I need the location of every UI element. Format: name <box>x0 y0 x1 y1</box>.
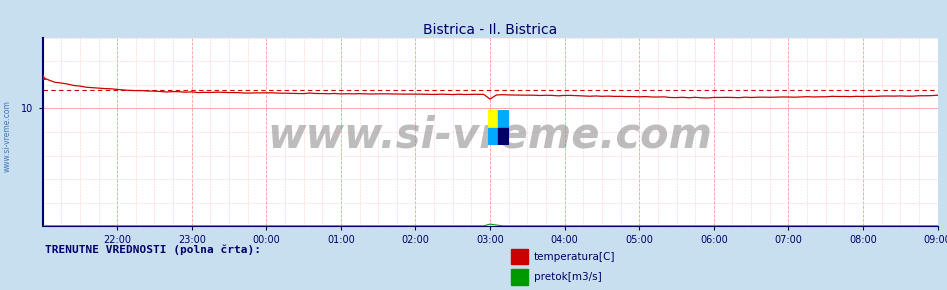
Text: pretok[m3/s]: pretok[m3/s] <box>534 272 602 282</box>
Bar <box>488 110 498 128</box>
Bar <box>498 110 509 128</box>
Bar <box>488 128 498 145</box>
Text: TRENUTNE VREDNOSTI (polna črta):: TRENUTNE VREDNOSTI (polna črta): <box>45 244 261 255</box>
Text: temperatura[C]: temperatura[C] <box>534 252 616 262</box>
Title: Bistrica - Il. Bistrica: Bistrica - Il. Bistrica <box>423 23 557 37</box>
Text: www.si-vreme.com: www.si-vreme.com <box>3 100 12 172</box>
Text: www.si-vreme.com: www.si-vreme.com <box>268 115 712 157</box>
Bar <box>498 128 509 145</box>
